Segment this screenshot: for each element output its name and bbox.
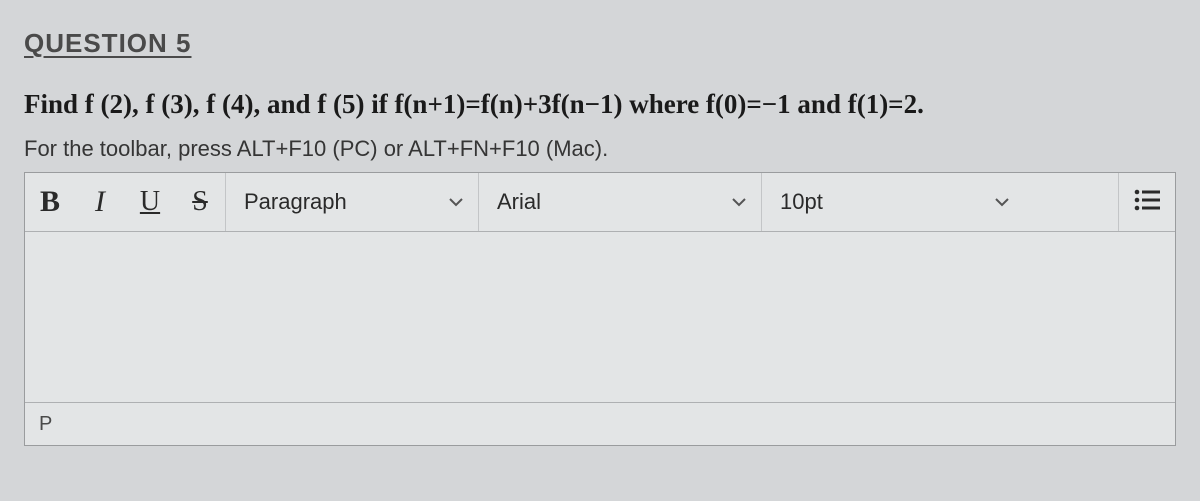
italic-icon: I — [95, 185, 105, 219]
chevron-down-icon — [448, 194, 464, 210]
rich-text-editor: B I U S Paragraph Arial — [24, 172, 1176, 446]
element-path[interactable]: P — [39, 413, 52, 436]
bullet-list-icon — [1134, 189, 1160, 216]
editor-toolbar: B I U S Paragraph Arial — [25, 173, 1175, 232]
paragraph-style-select[interactable]: Paragraph — [225, 173, 478, 231]
font-size-select[interactable]: 10pt — [761, 173, 1024, 231]
bullet-list-button[interactable] — [1118, 173, 1175, 231]
font-size-value: 10pt — [780, 189, 823, 215]
chevron-down-icon — [994, 194, 1010, 210]
question-prompt: Find f (2), f (3), f (4), and f (5) if f… — [24, 87, 1176, 122]
font-family-value: Arial — [497, 189, 541, 215]
chevron-down-icon — [731, 194, 747, 210]
font-family-select[interactable]: Arial — [478, 173, 761, 231]
underline-button[interactable]: U — [125, 173, 175, 231]
strikethrough-button[interactable]: S — [175, 173, 225, 231]
bold-button[interactable]: B — [25, 173, 75, 231]
paragraph-style-value: Paragraph — [244, 189, 347, 215]
editor-content-area[interactable] — [25, 232, 1175, 402]
format-button-group: B I U S — [25, 173, 225, 231]
strikethrough-icon: S — [192, 186, 208, 218]
italic-button[interactable]: I — [75, 173, 125, 231]
editor-status-bar: P — [25, 402, 1175, 445]
toolbar-hint: For the toolbar, press ALT+F10 (PC) or A… — [24, 136, 1176, 162]
underline-icon: U — [140, 186, 160, 218]
question-title: QUESTION 5 — [24, 28, 1176, 59]
question-container: QUESTION 5 Find f (2), f (3), f (4), and… — [0, 0, 1200, 446]
bold-icon: B — [40, 185, 60, 219]
